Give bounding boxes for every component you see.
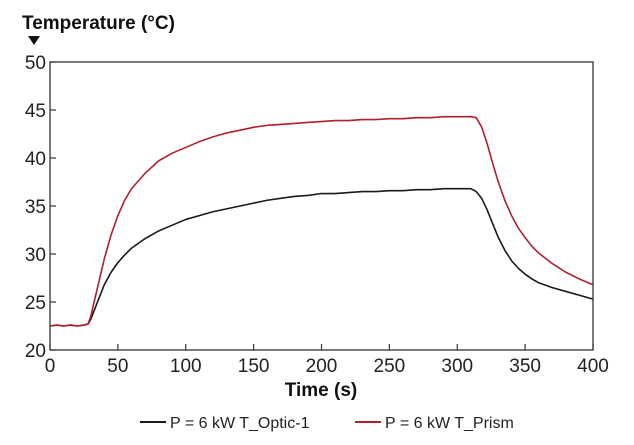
x-tick-label: 300 [441, 356, 473, 377]
plot-area-frame [49, 61, 594, 351]
y-tick-label: 25 [25, 293, 46, 314]
series-line-optic [49, 187, 594, 327]
y-tick-label: 35 [25, 197, 46, 218]
x-tick-label: 350 [509, 356, 541, 377]
x-tick-label: 50 [107, 356, 128, 377]
x-axis-ticks: 0 50 100 150 200 250 300 350 400 [45, 344, 609, 377]
y-tick-label: 45 [25, 101, 46, 122]
y-axis-title: Temperature (°C) [22, 13, 175, 34]
legend-label-optic: P = 6 kW T_Optic-1 [170, 415, 310, 432]
legend-label-prism: P = 6 kW T_Prism [385, 415, 514, 432]
x-tick-label: 200 [306, 356, 338, 377]
legend: P = 6 kW T_Optic-1 P = 6 kW T_Prism [140, 415, 514, 432]
series-line-prism [49, 115, 594, 327]
y-tick-label: 40 [25, 149, 46, 170]
x-tick-label: 100 [170, 356, 202, 377]
series-lines [49, 115, 594, 327]
y-tick-label: 20 [25, 341, 46, 362]
y-tick-label: 30 [25, 245, 46, 266]
x-tick-label: 400 [577, 356, 609, 377]
x-tick-label: 0 [45, 356, 56, 377]
x-tick-label: 150 [238, 356, 270, 377]
x-tick-label: 250 [374, 356, 406, 377]
y-axis-arrow-marker [28, 36, 40, 45]
y-tick-label: 50 [25, 53, 46, 74]
x-axis-title: Time (s) [285, 380, 358, 401]
y-axis-ticks: 20 25 30 35 40 45 50 [25, 53, 56, 362]
